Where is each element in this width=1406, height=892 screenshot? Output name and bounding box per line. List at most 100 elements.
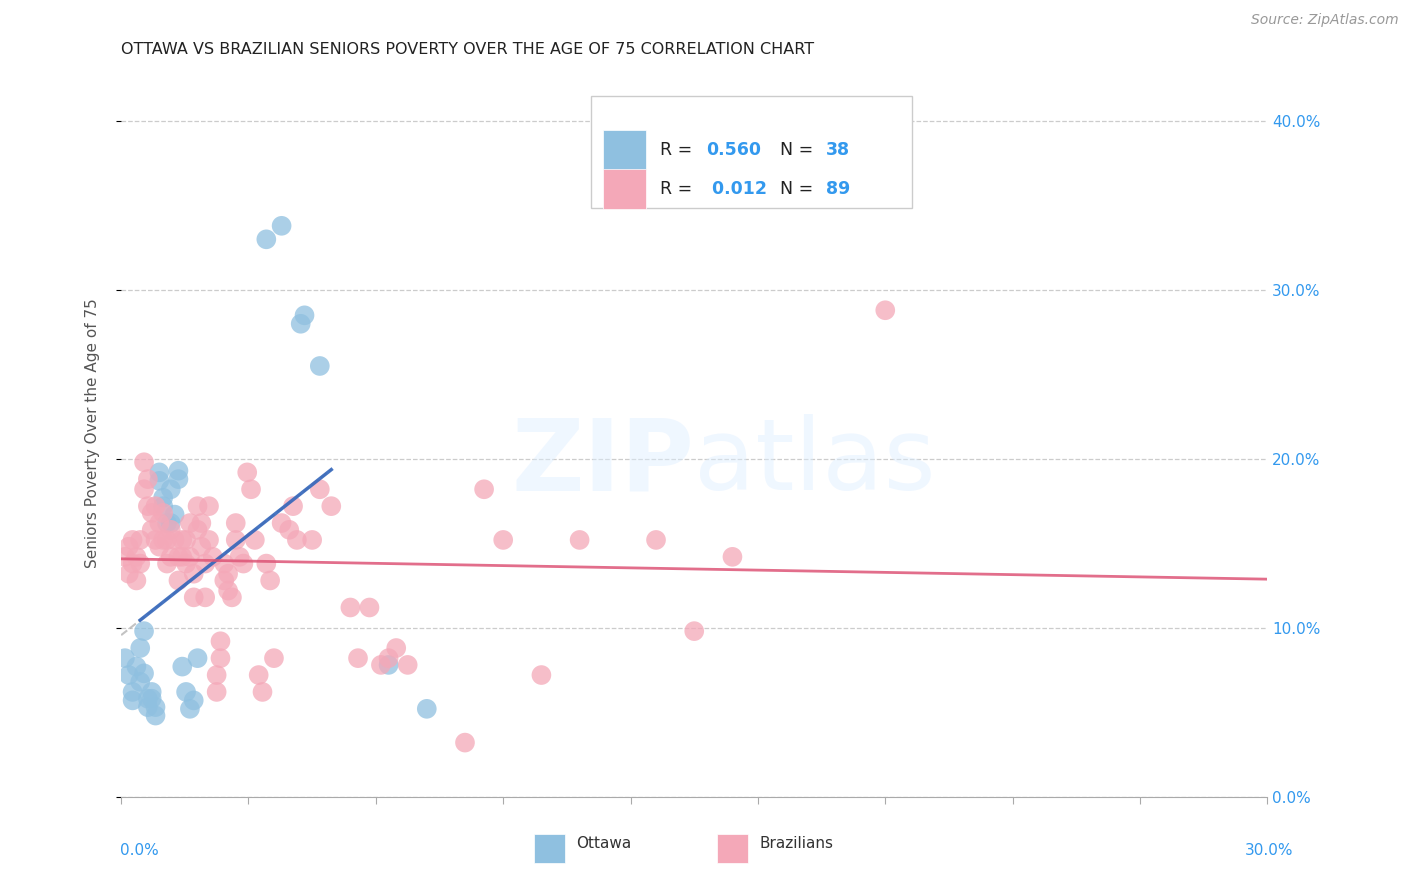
Point xyxy=(132,666,155,681)
Point xyxy=(152,499,174,513)
Point xyxy=(172,549,194,564)
Point xyxy=(225,533,247,547)
Point xyxy=(183,693,205,707)
Point xyxy=(259,574,281,588)
Point xyxy=(247,668,270,682)
Point xyxy=(129,674,152,689)
Point xyxy=(167,574,190,588)
Y-axis label: Seniors Poverty Over the Age of 75: Seniors Poverty Over the Age of 75 xyxy=(86,299,100,568)
Point xyxy=(205,685,228,699)
Point xyxy=(190,516,212,530)
Point xyxy=(118,540,141,554)
Point xyxy=(183,591,205,605)
Point xyxy=(148,474,170,488)
Point xyxy=(214,574,236,588)
Point xyxy=(236,466,259,480)
Point xyxy=(217,583,239,598)
Point xyxy=(339,600,361,615)
Point xyxy=(201,549,224,564)
Point xyxy=(209,634,232,648)
Point xyxy=(370,657,392,672)
Text: 30.0%: 30.0% xyxy=(1246,843,1294,858)
Point xyxy=(167,549,190,564)
Point xyxy=(141,523,163,537)
Point xyxy=(148,466,170,480)
Point xyxy=(221,591,243,605)
Point xyxy=(228,549,250,564)
Point xyxy=(159,549,181,564)
Point xyxy=(198,499,221,513)
Text: atlas: atlas xyxy=(695,414,936,511)
Point xyxy=(156,557,179,571)
Point xyxy=(347,651,370,665)
Point xyxy=(125,574,148,588)
Point xyxy=(145,708,167,723)
Point xyxy=(125,659,148,673)
Point xyxy=(118,566,141,581)
Point xyxy=(121,557,143,571)
Point xyxy=(156,516,179,530)
Point xyxy=(209,651,232,665)
Text: OTTAWA VS BRAZILIAN SENIORS POVERTY OVER THE AGE OF 75 CORRELATION CHART: OTTAWA VS BRAZILIAN SENIORS POVERTY OVER… xyxy=(121,42,814,57)
Point xyxy=(145,700,167,714)
Point xyxy=(125,549,148,564)
Point xyxy=(179,702,201,716)
Point xyxy=(174,533,197,547)
Point xyxy=(232,557,254,571)
Point xyxy=(396,657,419,672)
Point xyxy=(132,455,155,469)
Text: Ottawa: Ottawa xyxy=(576,837,631,851)
Point xyxy=(308,483,330,497)
Point xyxy=(270,219,292,233)
Text: N =: N = xyxy=(780,141,818,160)
Point xyxy=(114,651,136,665)
Text: 89: 89 xyxy=(827,180,851,198)
Point xyxy=(263,651,285,665)
Point xyxy=(308,359,330,373)
Point xyxy=(163,508,186,522)
Point xyxy=(416,702,439,716)
Text: R =: R = xyxy=(659,180,697,198)
Point xyxy=(159,516,181,530)
Text: 0.0%: 0.0% xyxy=(120,843,159,858)
Text: R =: R = xyxy=(659,141,697,160)
Point xyxy=(141,691,163,706)
Point xyxy=(225,516,247,530)
Point xyxy=(205,668,228,682)
Point xyxy=(172,659,194,673)
FancyBboxPatch shape xyxy=(603,169,647,209)
Point xyxy=(721,549,744,564)
Point xyxy=(243,533,266,547)
Point xyxy=(129,557,152,571)
Point xyxy=(121,693,143,707)
Point xyxy=(190,540,212,554)
Text: 38: 38 xyxy=(827,141,851,160)
FancyBboxPatch shape xyxy=(591,95,912,209)
Point xyxy=(179,549,201,564)
Point xyxy=(152,491,174,505)
Point xyxy=(194,591,217,605)
Point xyxy=(217,566,239,581)
Point xyxy=(290,317,312,331)
Point xyxy=(187,499,209,513)
Point xyxy=(179,516,201,530)
Point xyxy=(194,557,217,571)
Text: Brazilians: Brazilians xyxy=(759,837,834,851)
Point xyxy=(377,651,399,665)
Point xyxy=(148,516,170,530)
Point xyxy=(167,464,190,478)
Point xyxy=(183,566,205,581)
Point xyxy=(118,668,141,682)
Point xyxy=(198,533,221,547)
Point xyxy=(132,624,155,639)
Point xyxy=(294,308,316,322)
Point xyxy=(252,685,274,699)
Text: N =: N = xyxy=(780,180,818,198)
Point xyxy=(187,523,209,537)
Point xyxy=(156,533,179,547)
Point xyxy=(159,483,181,497)
Point xyxy=(645,533,668,547)
Point xyxy=(278,523,301,537)
Point xyxy=(187,651,209,665)
Point xyxy=(136,691,159,706)
